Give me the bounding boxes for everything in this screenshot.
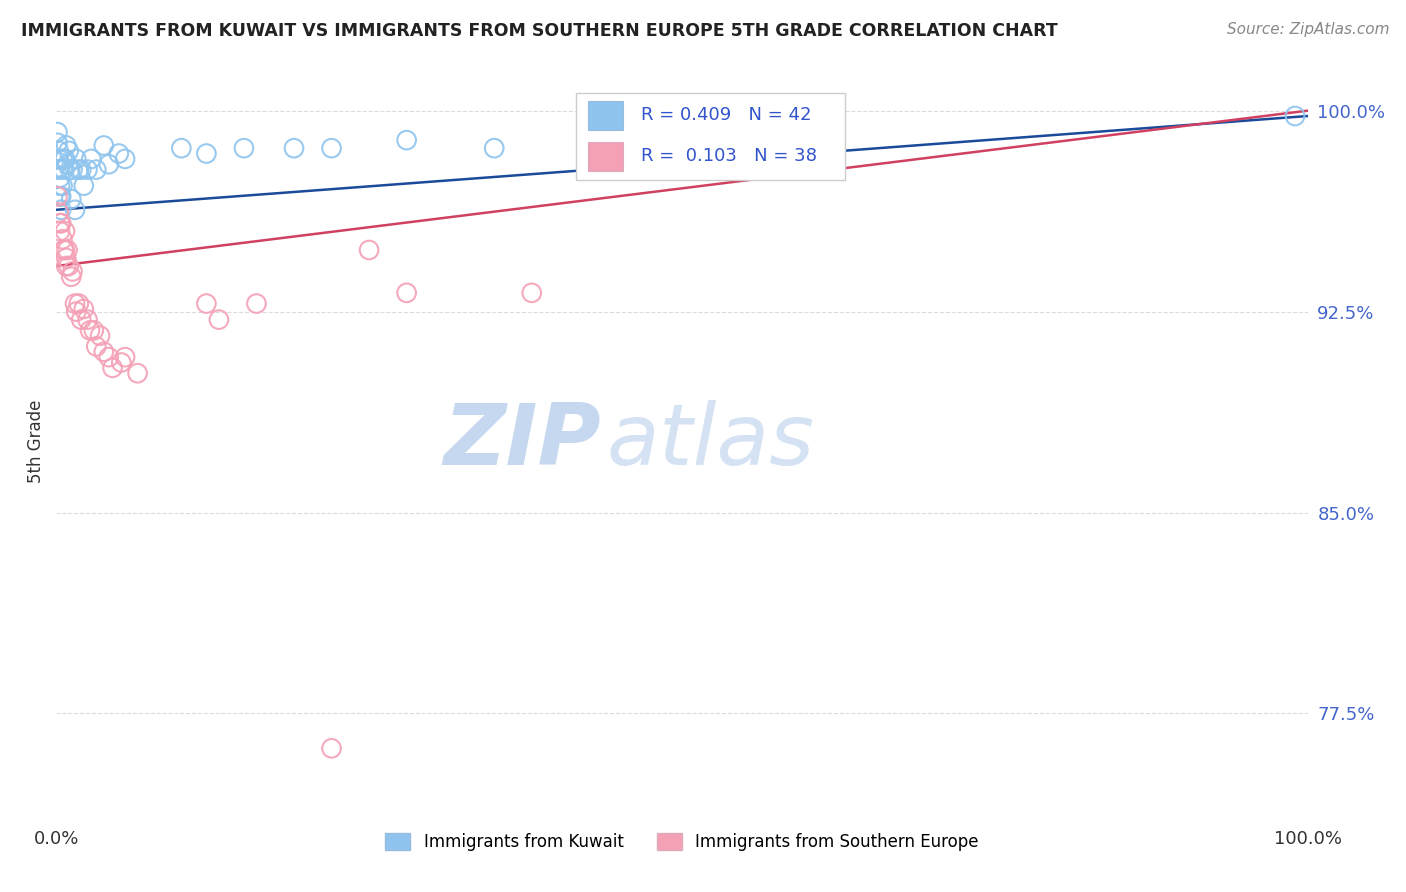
Y-axis label: 5th Grade: 5th Grade — [27, 400, 45, 483]
Point — [53, 224, 76, 238]
Point — [67, 162, 90, 177]
Point — [93, 138, 115, 153]
Point — [70, 162, 93, 177]
Point — [127, 366, 149, 380]
Point — [49, 189, 72, 203]
Point — [51, 189, 73, 203]
Point — [58, 144, 80, 158]
Point — [83, 323, 105, 337]
Point — [51, 178, 73, 193]
Point — [63, 202, 86, 217]
Point — [48, 162, 70, 177]
Point — [63, 296, 86, 310]
Point — [49, 216, 72, 230]
Point — [52, 243, 75, 257]
Point — [80, 152, 103, 166]
Point — [60, 192, 83, 206]
Point — [51, 232, 73, 246]
Point — [484, 141, 506, 155]
Point — [55, 259, 77, 273]
Point — [114, 350, 136, 364]
Text: R = 0.409   N = 42: R = 0.409 N = 42 — [641, 105, 811, 124]
Point — [89, 328, 111, 343]
Point — [67, 296, 90, 310]
Point — [821, 133, 844, 147]
Point — [53, 152, 76, 166]
Point — [395, 285, 418, 300]
Point — [59, 162, 82, 177]
Point — [321, 741, 343, 756]
Point — [97, 157, 120, 171]
Point — [70, 312, 93, 326]
Bar — [588, 102, 623, 130]
Point — [58, 259, 80, 273]
Bar — [588, 143, 623, 171]
Point — [76, 312, 98, 326]
Point — [76, 162, 98, 177]
Point — [51, 202, 73, 217]
Point — [208, 312, 231, 326]
Legend: Immigrants from Kuwait, Immigrants from Southern Europe: Immigrants from Kuwait, Immigrants from … — [378, 826, 986, 858]
Point — [46, 125, 69, 139]
Point — [114, 152, 136, 166]
Point — [395, 133, 418, 147]
Point — [195, 296, 218, 310]
Point — [65, 152, 87, 166]
Text: atlas: atlas — [607, 400, 815, 483]
Point — [101, 360, 124, 375]
Point — [62, 162, 84, 177]
Point — [73, 301, 96, 316]
Point — [62, 264, 84, 278]
Text: R =  0.103   N = 38: R = 0.103 N = 38 — [641, 146, 817, 164]
Point — [46, 136, 69, 150]
Point — [233, 141, 256, 155]
Point — [84, 162, 107, 177]
Point — [1284, 109, 1306, 123]
Point — [49, 170, 72, 185]
Point — [671, 133, 693, 147]
Point — [110, 355, 132, 369]
Point — [49, 178, 72, 193]
Point — [195, 146, 218, 161]
Point — [48, 144, 70, 158]
Point — [359, 243, 381, 257]
Point — [79, 323, 101, 337]
Point — [245, 296, 267, 310]
Point — [84, 339, 107, 353]
Point — [51, 152, 73, 166]
Point — [108, 146, 131, 161]
Point — [49, 224, 72, 238]
Point — [55, 251, 77, 265]
Point — [321, 141, 343, 155]
Point — [60, 269, 83, 284]
FancyBboxPatch shape — [575, 93, 845, 180]
Point — [56, 243, 79, 257]
Point — [53, 243, 76, 257]
Point — [283, 141, 305, 155]
Point — [97, 350, 120, 364]
Point — [73, 178, 96, 193]
Text: ZIP: ZIP — [443, 400, 600, 483]
Point — [93, 344, 115, 359]
Text: Source: ZipAtlas.com: Source: ZipAtlas.com — [1226, 22, 1389, 37]
Point — [52, 162, 75, 177]
Point — [170, 141, 193, 155]
Point — [55, 138, 77, 153]
Text: IMMIGRANTS FROM KUWAIT VS IMMIGRANTS FROM SOUTHERN EUROPE 5TH GRADE CORRELATION : IMMIGRANTS FROM KUWAIT VS IMMIGRANTS FRO… — [21, 22, 1057, 40]
Point — [48, 205, 70, 219]
Point — [520, 285, 543, 300]
Point — [46, 189, 69, 203]
Point — [51, 216, 73, 230]
Point — [65, 304, 87, 318]
Point — [48, 152, 70, 166]
Point — [56, 157, 79, 171]
